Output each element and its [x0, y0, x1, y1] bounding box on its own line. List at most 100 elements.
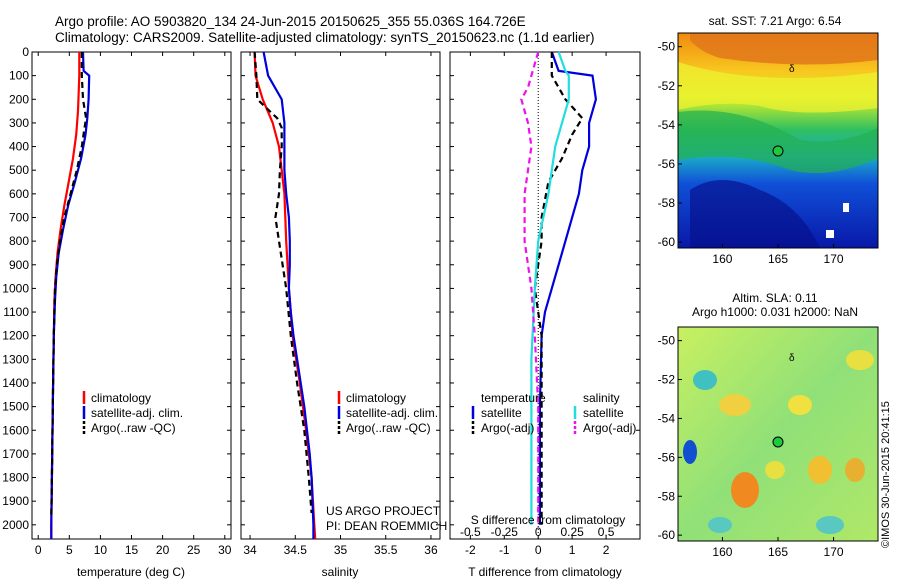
map-y-tick-label: -52: [658, 79, 676, 93]
sla-field: [678, 327, 878, 541]
s-difference-axis-label: S difference from climatology: [471, 513, 626, 527]
x-tick-label: 0: [35, 543, 42, 557]
x2-tick-label: 0.5: [598, 525, 615, 539]
y-tick-label: 1600: [2, 423, 29, 437]
sla-map: δ: [677, 326, 879, 542]
sst-green-band: [678, 110, 878, 174]
y-tick-label: 1700: [2, 447, 29, 461]
series-satellite-adj-clim-: [262, 51, 315, 539]
map-y-tick-label: -50: [658, 40, 676, 54]
map-x-tick-label: 160: [712, 545, 732, 559]
sla-profile-marker: [772, 436, 784, 448]
series-satellite-adj-clim-: [50, 51, 91, 539]
legend-label-t-argo: Argo(-adj): [481, 421, 534, 435]
series-temperature-satellite: [538, 51, 598, 525]
sla-map-title: Altim. SLA: 0.11: [732, 291, 817, 305]
legend-label-climatology: climatology: [91, 391, 151, 405]
sst-cloud-gap: [826, 230, 834, 238]
legend-label-climatology: climatology: [346, 391, 406, 405]
x-tick-label: 2: [603, 543, 610, 557]
x-tick-label: 35.5: [374, 543, 398, 557]
salinity-panel-frame: [240, 51, 441, 540]
sla-blob: [683, 440, 697, 464]
x-tick-label: 1: [569, 543, 576, 557]
salinity-legend: climatology satellite-adj. clim. Argo(..…: [337, 391, 438, 435]
header-line2: Climatology: CARS2009. Satellite-adjuste…: [55, 30, 595, 45]
temperature-panel-frame: [31, 51, 232, 540]
y-tick-label: 800: [9, 234, 29, 248]
profile-series: [50, 51, 598, 540]
axis-ticks: 0 5 10 15 20 25 300100200300400500600700800900…: [2, 45, 640, 557]
y-tick-label: 1800: [2, 471, 29, 485]
y-tick-label: 0: [22, 45, 29, 59]
y-tick-label: 300: [9, 116, 29, 130]
temperature-legend: climatology satellite-adj. clim. Argo(..…: [82, 391, 183, 435]
x-tick-label: 5: [66, 543, 73, 557]
y-tick-label: 1100: [3, 305, 29, 319]
y-tick-label: 400: [9, 140, 29, 154]
y-tick-label: 600: [9, 187, 29, 201]
sst-profile-marker: [772, 145, 784, 157]
credit-pi: PI: DEAN ROEMMICH: [326, 519, 447, 533]
y-tick-label: 500: [9, 163, 29, 177]
y-tick-label: 2000: [2, 518, 29, 532]
x-tick-label: 20: [156, 543, 170, 557]
sst-warm-patch: [690, 33, 878, 65]
credit-imos: ©IMOS 30-Jun-2015 20:41:15: [880, 401, 892, 548]
sst-map-title: sat. SST: 7.21 Argo: 6.54: [709, 14, 842, 28]
x-tick-label: 34: [243, 543, 257, 557]
sla-blob: [816, 516, 844, 534]
y-tick-label: 1900: [2, 494, 29, 508]
x2-tick-label: -0.5: [460, 525, 481, 539]
map-x-tick-label: 170: [824, 252, 844, 266]
y-tick-label: 900: [9, 258, 29, 272]
map-y-tick-label: -54: [658, 118, 676, 132]
y-tick-label: 1400: [2, 376, 29, 390]
map-x-tick-label: 160: [712, 252, 732, 266]
y-tick-label: 100: [9, 69, 29, 83]
header-line1: Argo profile: AO 5903820_134 24-Jun-2015…: [55, 14, 526, 29]
sla-map-ticks: 160 165 170 -50 -52 -54 -56 -58 -60: [658, 334, 844, 559]
x-tick-label: -1: [499, 543, 510, 557]
series-salinity-argo-adj-: [520, 51, 540, 525]
y-tick-label: 1300: [2, 352, 29, 366]
map-y-tick-label: -56: [658, 157, 676, 171]
sla-blob: [808, 456, 832, 484]
series-salinity-satellite: [530, 51, 570, 525]
y-tick-label: 1000: [2, 281, 29, 295]
legend-label-satellite: satellite-adj. clim.: [91, 406, 183, 420]
x-tick-label: 0: [535, 543, 542, 557]
t-difference-axis-label: T difference from climatology: [468, 565, 622, 579]
x-tick-label: 35: [334, 543, 348, 557]
legend-label-s-argo: Argo(-adj): [583, 421, 636, 435]
x-tick-label: 15: [125, 543, 139, 557]
sst-deep-blue-patch: [690, 180, 820, 248]
x-tick-label: 25: [187, 543, 201, 557]
sla-blob: [846, 350, 874, 370]
y-tick-label: 200: [9, 92, 29, 106]
legend-label-argo: Argo(..raw -QC): [346, 421, 431, 435]
map-y-tick-label: -60: [658, 528, 676, 542]
temperature-axis-label: temperature (deg C): [77, 565, 185, 579]
sla-blob: [719, 394, 751, 416]
legend-label-s-satellite: satellite: [583, 406, 624, 420]
sla-blob: [845, 458, 865, 482]
map-x-tick-label: 165: [768, 252, 788, 266]
map-y-tick-label: -60: [658, 235, 676, 249]
series-argo-raw-qc-: [50, 52, 88, 516]
difference-panel-frame: [449, 51, 641, 540]
sst-yellow-band: [678, 62, 878, 113]
sst-cloud-gap: [843, 203, 849, 212]
map-y-tick-label: -58: [658, 489, 676, 503]
y-tick-label: 1500: [2, 400, 29, 414]
x2-tick-label: -0.25: [491, 525, 519, 539]
map-y-tick-label: -56: [658, 450, 676, 464]
sla-map-subtitle: Argo h1000: 0.031 h2000: NaN: [692, 305, 858, 319]
sst-map: δ: [677, 32, 879, 249]
salinity-axis-label: salinity: [322, 565, 359, 579]
x-tick-label: 30: [218, 543, 232, 557]
legend-title-salinity: salinity: [583, 391, 620, 405]
legend-title-temperature: temperature: [481, 391, 546, 405]
sla-blob: [788, 395, 812, 415]
